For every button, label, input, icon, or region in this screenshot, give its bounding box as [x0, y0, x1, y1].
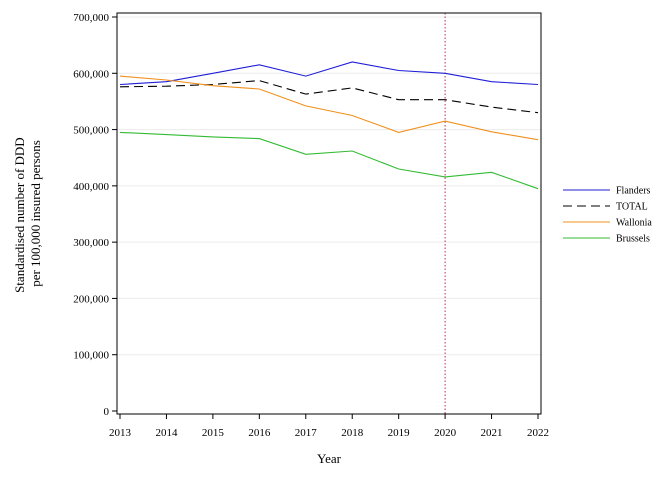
- y-tick-label: 500,000: [73, 125, 109, 137]
- series-line-total: [119, 80, 539, 114]
- x-tick-label: 2017: [295, 427, 318, 439]
- x-axis: 2013 2014 2015 2016 2017 2018 2019 2020 2021 2022: [109, 414, 549, 439]
- series-line-brussels: [119, 131, 539, 190]
- legend-label-flanders: Flanders: [616, 186, 651, 197]
- legend-label-wallonia: Wallonia: [616, 218, 652, 229]
- plot-frame: [116, 12, 542, 415]
- y-tick-label: 400,000: [73, 181, 109, 193]
- y-tick-label: 300,000: [73, 237, 109, 249]
- x-tick-label: 2013: [109, 427, 132, 439]
- y-axis: 0 100,000 200,000 300,000 400,000 500,000 600,…: [73, 12, 117, 418]
- x-tick-label: 2016: [248, 427, 271, 439]
- series-line-flanders: [119, 61, 539, 86]
- legend: Flanders TOTAL Wallonia Brussels: [563, 186, 652, 245]
- y-axis-title-line-1: Standardised number of DDD: [12, 137, 27, 293]
- x-tick-label: 2015: [202, 427, 225, 439]
- legend-label-brussels: Brussels: [616, 234, 650, 245]
- y-tick-label: 100,000: [73, 350, 109, 362]
- y-tick-label: 600,000: [73, 68, 109, 80]
- y-axis-title-line-2: per 100,000 insured persons: [28, 140, 43, 287]
- y-tick-label: 700,000: [73, 12, 109, 24]
- series-lines: [119, 61, 539, 190]
- y-tick-label: 0: [104, 406, 110, 418]
- x-tick-label: 2018: [341, 427, 364, 439]
- x-axis-title: Year: [317, 451, 342, 466]
- x-tick-label: 2021: [481, 427, 503, 439]
- x-tick-label: 2019: [388, 427, 411, 439]
- x-tick-label: 2022: [527, 427, 549, 439]
- gridlines: [117, 16, 541, 356]
- x-tick-label: 2014: [155, 427, 178, 439]
- y-tick-label: 200,000: [73, 293, 109, 305]
- legend-label-total: TOTAL: [616, 202, 648, 213]
- y-axis-title: Standardised number of DDD per 100,000 i…: [12, 134, 43, 293]
- series-line-wallonia: [119, 75, 539, 141]
- x-tick-label: 2020: [434, 427, 457, 439]
